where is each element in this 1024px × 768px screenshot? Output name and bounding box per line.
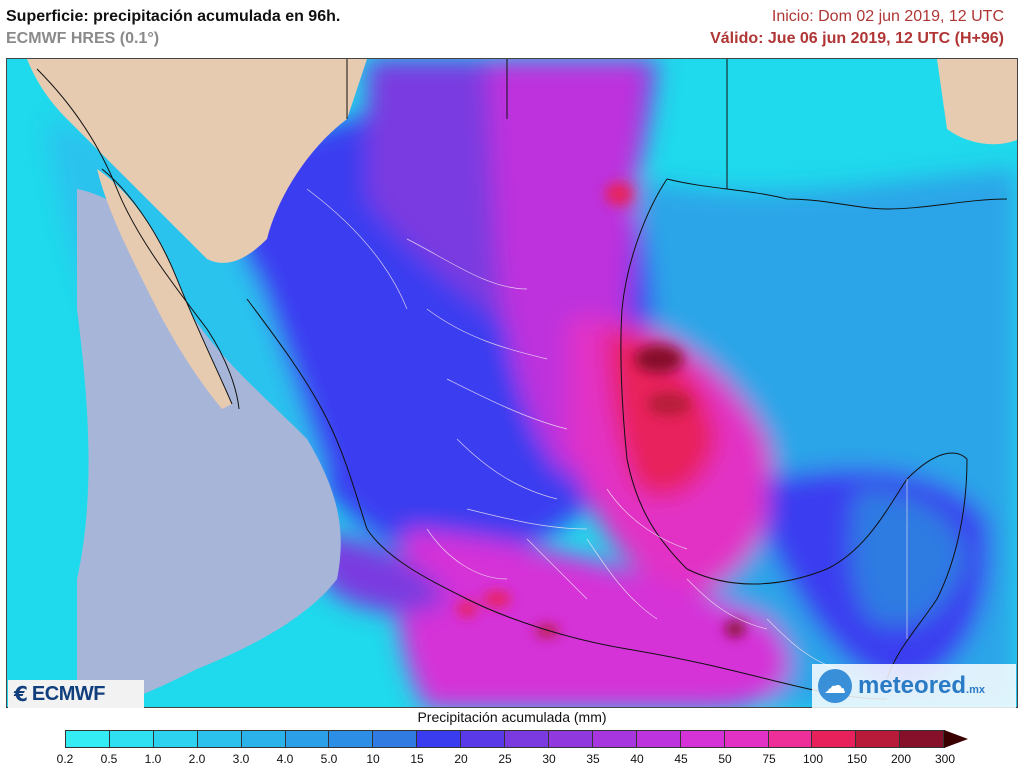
colorbar-segment (680, 731, 725, 747)
colorbar-tick-label: 1.0 (144, 752, 162, 766)
cloud-icon: ☁ (818, 669, 852, 703)
dry-land-northeast (937, 59, 1017, 145)
colorbar-tick-label: 40 (630, 752, 644, 766)
colorbar-tick-label: 100 (802, 752, 824, 766)
colorbar-segment (768, 731, 813, 747)
colorbar-segment (329, 731, 374, 747)
colorbar-segment (109, 731, 154, 747)
colorbar-tick-label: 150 (846, 752, 868, 766)
colorbar-tick-label: 10 (366, 752, 380, 766)
precipitation-map (6, 58, 1018, 708)
ecmwf-emblem-icon: € (14, 682, 28, 706)
header-left: Superficie: precipitación acumulada en 9… (6, 8, 340, 48)
colorbar (65, 730, 945, 748)
colorbar-tick-label: 25 (498, 752, 512, 766)
valid-time: Válido: Jue 06 jun 2019, 12 UTC (H+96) (710, 30, 1004, 47)
colorbar-tick-label: 2.0 (188, 752, 206, 766)
colorbar-segment (66, 731, 110, 747)
ecmwf-logo-text: ECMWF (31, 682, 106, 705)
dry-land-north (27, 59, 367, 263)
colorbar-segment (417, 731, 462, 747)
coastlines (36, 59, 1008, 700)
colorbar-segment (241, 731, 286, 747)
init-time: Inicio: Dom 02 jun 2019, 12 UTC (771, 8, 1004, 25)
map-canvas (7, 59, 1017, 707)
colorbar-segment (505, 731, 549, 747)
ecmwf-logo: € ECMWF (8, 680, 144, 708)
colorbar-segment (724, 731, 769, 747)
colorbar-tick-label: 4.0 (276, 752, 294, 766)
colorbar-segment (461, 731, 506, 747)
colorbar-tick-label: 5.0 (320, 752, 338, 766)
heavy-rain-cores (457, 182, 745, 637)
colorbar-tick-label: 20 (454, 752, 468, 766)
colorbar-tick-label: 45 (674, 752, 688, 766)
meteored-name: meteored (858, 672, 967, 699)
colorbar-segment (153, 731, 198, 747)
header-right: Inicio: Dom 02 jun 2019, 12 UTC Válido: … (710, 8, 1004, 48)
dry-ocean-zone (77, 189, 341, 707)
model-label: ECMWF HRES (0.1°) (6, 30, 160, 47)
colorbar-segment (636, 731, 681, 747)
colorbar-segment (373, 731, 418, 747)
colorbar-segment (812, 731, 857, 747)
colorbar-tick-label: 200 (890, 752, 912, 766)
colorbar-tick-label: 0.5 (100, 752, 118, 766)
colorbar-tick-label: 50 (718, 752, 732, 766)
colorbar-segment (197, 731, 242, 747)
meteored-logo-text: meteored.mx (858, 672, 985, 700)
colorbar-tick-label: 300 (934, 752, 956, 766)
meteored-logo: ☁ meteored.mx (812, 664, 1016, 708)
colorbar-segment (856, 731, 901, 747)
legend-title: Precipitación acumulada (mm) (417, 709, 607, 725)
colorbar-tick-label: 30 (542, 752, 556, 766)
colorbar-segment (285, 731, 330, 747)
baja-california (97, 169, 232, 409)
colorbar-overflow-arrow (944, 730, 968, 748)
colorbar-tick-label: 3.0 (232, 752, 250, 766)
colorbar-segment (900, 731, 945, 747)
colorbar-tick-label: 0.2 (56, 752, 74, 766)
colorbar-tick-label: 15 (410, 752, 424, 766)
colorbar-ticks: 0.2 0.5 1.0 2.0 3.0 4.0 5.0 10 15 20 25 30 35 40 45 50 7… (57, 752, 955, 768)
colorbar-tick-label: 35 (586, 752, 600, 766)
map-title: Superficie: precipitación acumulada en 9… (6, 8, 341, 25)
colorbar-segment (592, 731, 637, 747)
colorbar-tick-label: 75 (762, 752, 776, 766)
meteored-suffix: .mx (966, 684, 986, 696)
colorbar-segment (548, 731, 593, 747)
